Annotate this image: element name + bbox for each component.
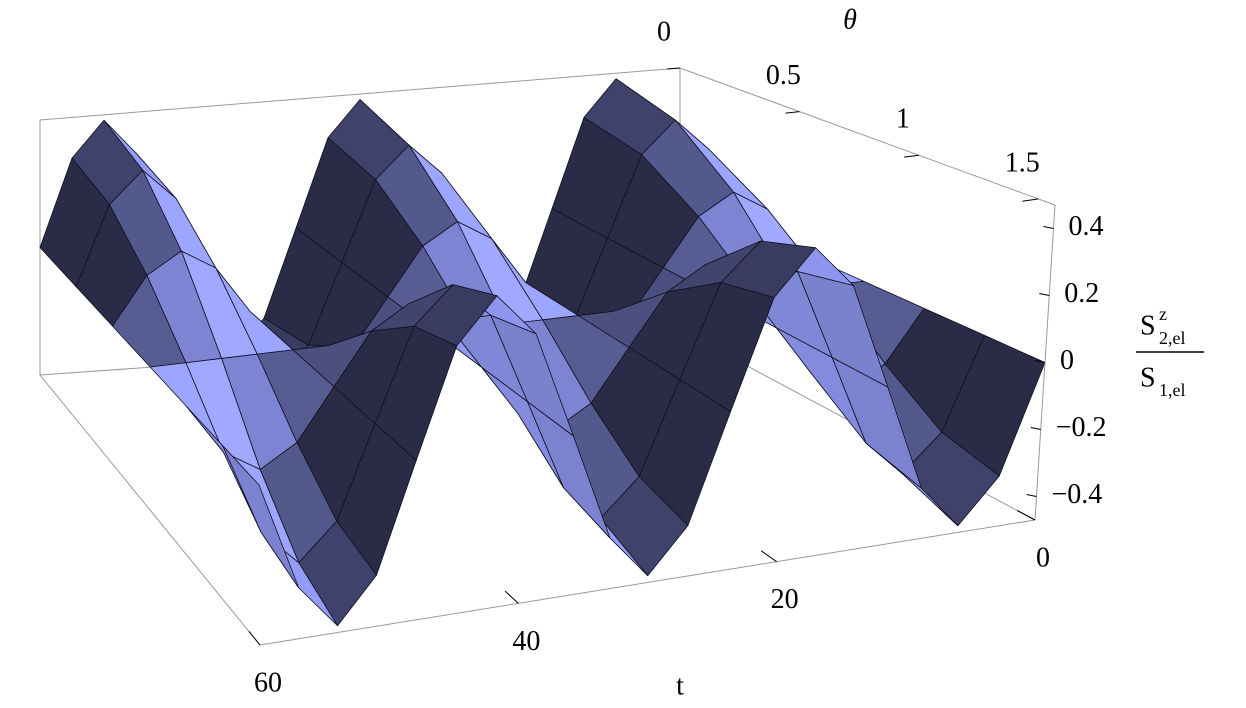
z-label-den-sub: 1,el: [1159, 380, 1186, 400]
z-tick-label: −0.2: [1056, 412, 1107, 443]
box-edge: [39, 374, 261, 646]
y-tick-label: 0: [657, 16, 671, 47]
y-tick-label: 1: [896, 104, 910, 135]
box-front: [39, 204, 1056, 646]
z-label-den: S: [1140, 362, 1156, 393]
x-tick: [760, 550, 777, 563]
y-tick-label: 1.5: [1005, 147, 1040, 178]
x-tick-label: 0: [1036, 542, 1050, 573]
z-tick-label: 0.4: [1069, 211, 1104, 242]
y-tick: [667, 67, 681, 70]
z-label-num-sub: 2,el: [1159, 328, 1186, 348]
x-tick-label: 40: [512, 626, 540, 657]
surface: [39, 78, 1046, 627]
z-tick: [1043, 225, 1054, 229]
x-tick: [1017, 510, 1036, 521]
y-axis-label: θ: [843, 4, 857, 35]
x-axis-label: t: [676, 670, 684, 701]
z-tick: [1030, 427, 1041, 431]
y-tick: [1022, 198, 1039, 202]
y-tick-label: 0.5: [766, 60, 801, 91]
z-label-num: S: [1140, 310, 1156, 341]
z-tick-label: 0: [1060, 345, 1074, 376]
box-edge: [259, 519, 1036, 646]
x-tick-label: 20: [771, 584, 799, 615]
x-tick: [248, 631, 261, 646]
x-tick: [504, 590, 519, 604]
y-tick: [785, 111, 800, 114]
z-tick: [1026, 494, 1037, 498]
y-tick: [903, 154, 919, 158]
z-tick-label: −0.4: [1051, 479, 1102, 510]
surface-patch: [222, 445, 300, 589]
z-tick-label: 0.2: [1064, 278, 1099, 309]
z-tick: [1039, 292, 1050, 296]
z-label-num-sup: z: [1159, 304, 1167, 324]
z-tick: [1034, 360, 1046, 363]
x-tick-label: 60: [254, 667, 282, 698]
box-edge: [39, 67, 681, 121]
box-edge: [679, 67, 1056, 206]
